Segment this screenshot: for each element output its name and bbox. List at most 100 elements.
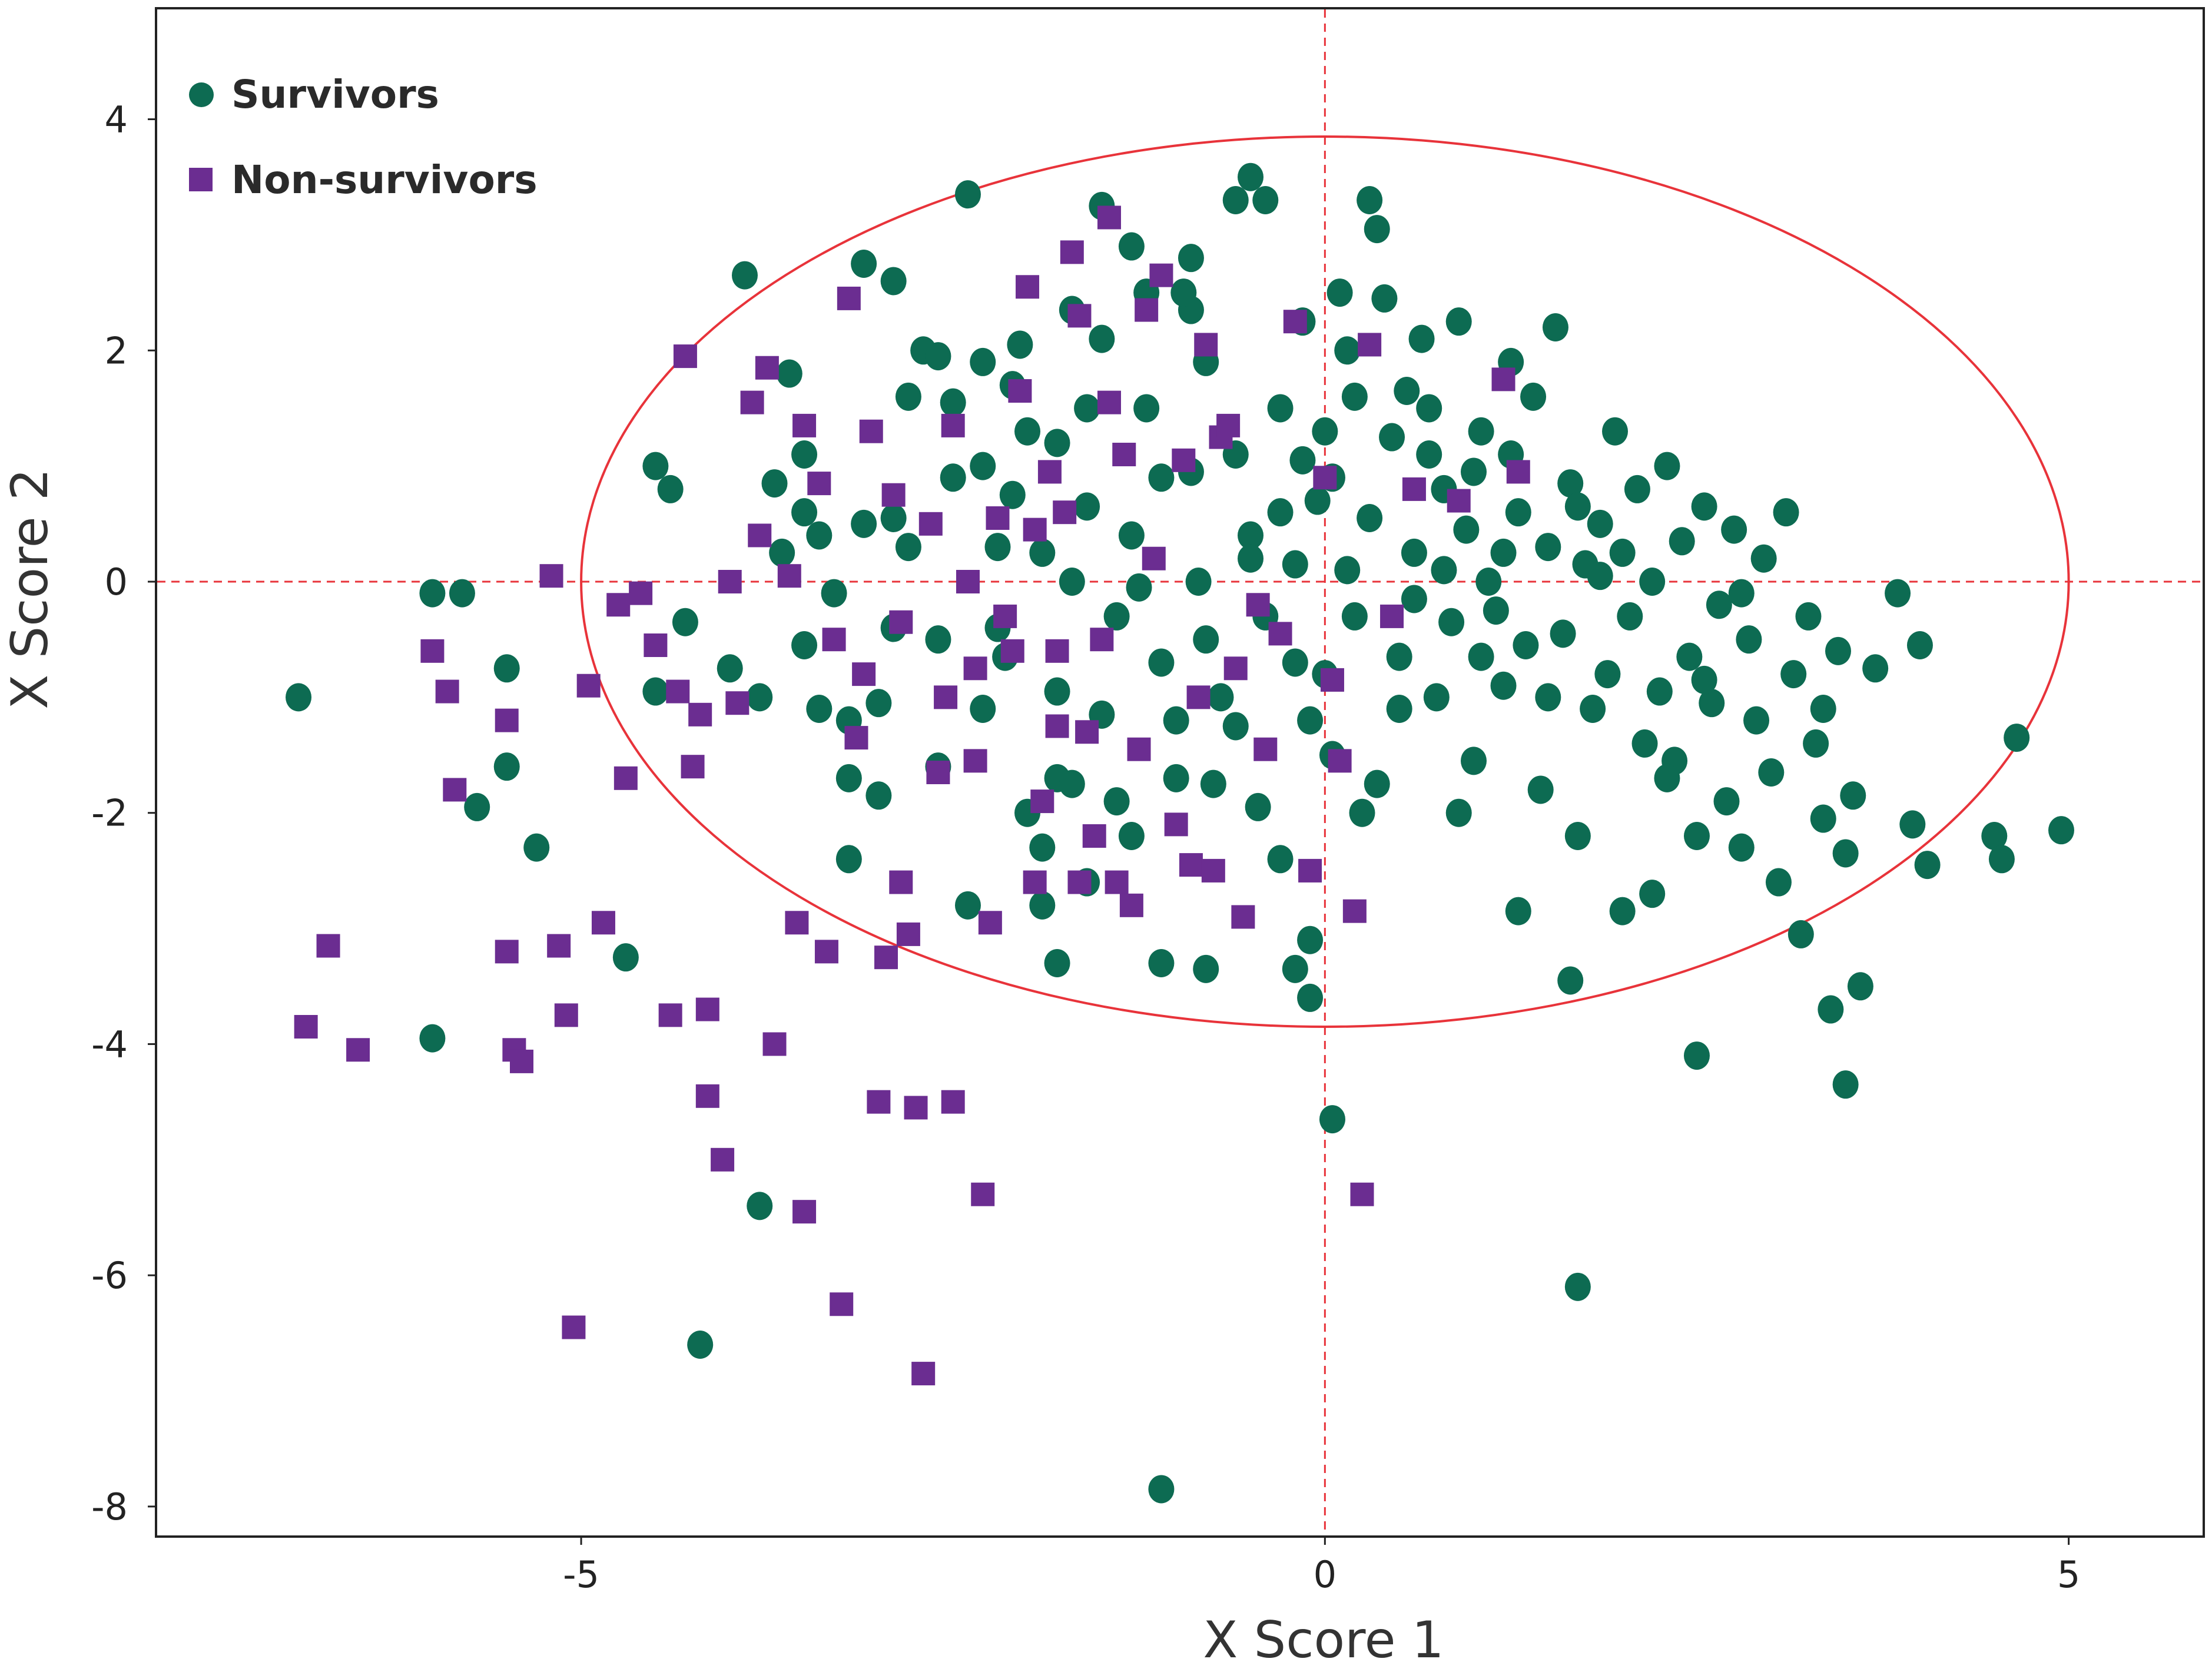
data-point-survivor [1773,498,1799,527]
data-point-survivor [1208,683,1234,712]
data-point-survivor [1683,1041,1710,1070]
data-point-non-survivor [1082,824,1106,848]
data-point-non-survivor [1164,812,1188,837]
data-point-non-survivor [1313,466,1337,490]
data-point-survivor [1163,706,1189,735]
data-point-survivor [1587,509,1613,538]
data-point-survivor [1238,521,1264,550]
data-point-survivor [1713,787,1740,816]
data-point-survivor [1386,695,1412,723]
data-point-non-survivor [681,755,705,779]
data-point-survivor [1557,966,1584,995]
data-point-non-survivor [971,1182,995,1206]
data-point-non-survivor [613,766,638,790]
data-point-survivor [286,683,312,712]
data-point-non-survivor [1447,489,1471,513]
x-tick-label: -5 [563,1553,599,1596]
data-point-survivor [1371,284,1398,313]
data-point-survivor [523,833,550,862]
data-point-survivor [1602,417,1629,446]
data-point-survivor [1438,608,1465,636]
data-point-non-survivor [1112,443,1136,466]
data-point-non-survivor [740,390,764,414]
data-point-survivor [1178,244,1204,273]
x-tick-label: 5 [2057,1553,2080,1596]
data-point-survivor [642,677,669,706]
data-point-survivor [657,475,684,503]
data-point-survivor [925,342,951,371]
data-point-survivor [1564,822,1591,850]
data-point-survivor [1245,792,1271,821]
data-point-survivor [791,440,818,469]
data-point-non-survivor [1097,390,1121,414]
data-point-non-survivor [896,922,920,946]
data-point-survivor [1505,897,1531,925]
data-point-non-survivor [711,1147,735,1172]
data-point-non-survivor [1045,714,1069,738]
data-point-non-survivor [777,564,801,588]
data-point-survivor [747,683,773,712]
data-point-survivor [1691,665,1717,694]
data-point-non-survivor [629,581,653,605]
series-non-survivors [294,205,1530,1386]
data-point-non-survivor [688,702,712,726]
data-point-survivor [1899,810,1926,839]
data-point-survivor [999,480,1026,509]
data-point-non-survivor [1223,656,1248,681]
data-point-non-survivor [1135,298,1159,322]
data-point-non-survivor [963,749,987,773]
data-point-survivor [895,382,921,411]
data-point-survivor [1639,568,1666,596]
data-point-survivor [1059,769,1085,798]
data-point-survivor [1364,769,1390,798]
data-point-non-survivor [844,726,868,750]
data-point-survivor [791,631,818,659]
data-point-survivor [1885,579,1911,608]
data-point-survivor [1728,579,1755,608]
data-point-survivor [1736,625,1762,654]
data-point-survivor [1044,949,1070,977]
data-point-non-survivor [495,708,519,732]
data-point-non-survivor [666,679,690,704]
data-point-non-survivor [1142,546,1166,570]
data-point-survivor [1609,897,1636,925]
data-point-non-survivor [889,870,913,894]
data-point-non-survivor [934,685,958,709]
data-point-survivor [954,180,981,209]
data-point-survivor [1007,330,1033,359]
data-point-survivor [1646,677,1673,706]
data-point-survivor [1445,307,1472,336]
data-point-non-survivor [859,419,883,443]
data-point-survivor [1326,278,1353,307]
data-point-survivor [1193,625,1219,654]
data-point-survivor [1341,382,1368,411]
data-point-non-survivor [1268,622,1292,646]
data-point-survivor [1654,452,1680,480]
data-point-survivor [1238,162,1264,191]
data-point-non-survivor [1097,205,1121,230]
data-point-survivor [1810,804,1836,833]
data-point-survivor [1743,706,1770,735]
data-point-non-survivor [837,286,861,310]
data-point-survivor [1490,671,1517,700]
data-point-survivor [1282,648,1308,677]
data-point-survivor [1750,544,1777,573]
data-point-non-survivor [1350,1182,1374,1206]
data-point-survivor [776,359,802,388]
data-point-survivor [1728,833,1755,862]
data-point-non-survivor [1067,870,1092,894]
data-point-non-survivor [316,934,340,958]
data-point-survivor [1148,463,1175,492]
legend-label-non-survivors: Non-survivors [231,157,538,203]
data-point-survivor [1520,382,1547,411]
data-point-survivor [880,267,907,296]
data-point-non-survivor [495,940,519,964]
confidence-ellipse [580,135,2070,1028]
data-point-survivor [1222,186,1249,214]
data-point-non-survivor [1491,367,1515,392]
data-point-survivor [1304,486,1331,515]
data-point-survivor [1126,573,1152,602]
data-point-non-survivor [986,506,1010,530]
series-survivors [286,162,2074,1504]
data-point-survivor [1200,769,1226,798]
